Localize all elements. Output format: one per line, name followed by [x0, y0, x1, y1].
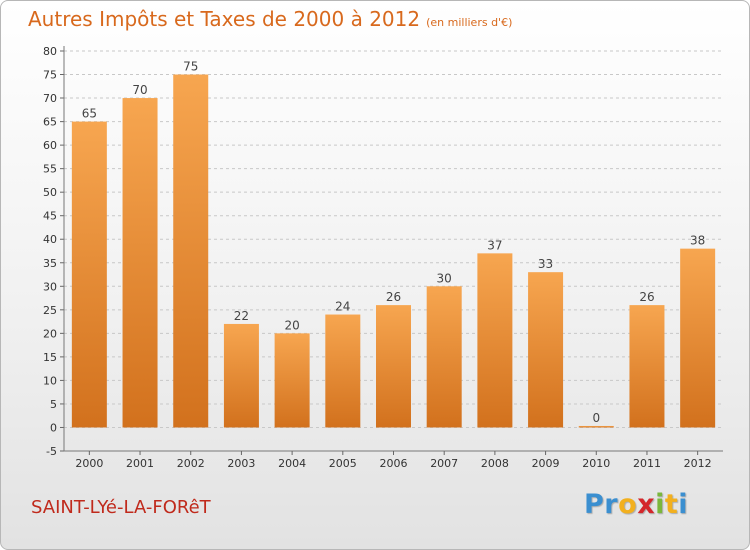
- bar-value-label: 26: [386, 290, 401, 304]
- proxiti-logo: Proxiti: [584, 489, 688, 520]
- bar: [274, 333, 310, 428]
- chart-subtitle: (en milliers d'€): [426, 16, 513, 29]
- x-tick-label: 2010: [582, 457, 610, 470]
- x-tick-label: 2005: [329, 457, 357, 470]
- x-tick-label: 2004: [278, 457, 306, 470]
- bar: [629, 305, 665, 428]
- y-tick-label: 0: [50, 421, 57, 434]
- x-tick-label: 2001: [126, 457, 154, 470]
- y-tick-label: 15: [43, 351, 57, 364]
- logo-letter: P: [584, 489, 605, 520]
- bar: [376, 305, 411, 428]
- y-tick-label: 60: [43, 139, 57, 152]
- bar: [71, 121, 107, 428]
- y-tick-label: 50: [43, 186, 57, 199]
- x-tick-label: 2009: [532, 457, 560, 470]
- y-tick-label: 55: [43, 163, 57, 176]
- logo-letter: t: [664, 489, 679, 520]
- bar-value-label: 30: [437, 271, 452, 285]
- bar: [477, 253, 513, 428]
- bar-value-label: 24: [335, 300, 350, 314]
- bar: [325, 314, 361, 428]
- commune-name: SAINT-LYé-LA-FORêT: [31, 497, 211, 518]
- bar-value-label: 75: [183, 60, 198, 74]
- x-tick-label: 2011: [633, 457, 661, 470]
- logo-letter: i: [678, 489, 689, 520]
- bar-value-label: 37: [487, 238, 502, 252]
- y-tick-label: 20: [43, 327, 57, 340]
- bar: [426, 286, 462, 428]
- x-tick-label: 2000: [75, 457, 103, 470]
- bar: [122, 98, 158, 428]
- logo-letter: i: [655, 489, 665, 520]
- bar: [223, 323, 259, 428]
- x-tick-label: 2003: [227, 457, 255, 470]
- y-tick-label: 35: [43, 257, 57, 270]
- x-tick-label: 2008: [481, 457, 509, 470]
- bar-value-label: 38: [690, 234, 705, 248]
- y-tick-label: 10: [43, 374, 57, 387]
- bar: [528, 272, 564, 428]
- y-tick-label: 25: [43, 304, 57, 317]
- y-tick-label: 70: [43, 92, 57, 105]
- x-tick-label: 2006: [380, 457, 408, 470]
- logo-letter: o: [618, 489, 638, 520]
- bar-value-label: 65: [82, 107, 97, 121]
- y-tick-label: 5: [50, 398, 57, 411]
- bar-value-label: 0: [592, 411, 600, 425]
- logo-letter: r: [604, 489, 619, 520]
- chart-title-text: Autres Impôts et Taxes de 2000 à 2012: [28, 7, 421, 31]
- bar: [680, 248, 716, 428]
- x-tick-label: 2002: [177, 457, 205, 470]
- y-tick-label: -5: [46, 445, 57, 458]
- y-tick-label: 45: [43, 210, 57, 223]
- y-tick-label: 30: [43, 280, 57, 293]
- bar: [173, 74, 209, 428]
- x-tick-label: 2007: [430, 457, 458, 470]
- bar: [578, 425, 614, 428]
- y-tick-label: 75: [43, 69, 57, 82]
- bar-value-label: 33: [538, 257, 553, 271]
- chart-title: Autres Impôts et Taxes de 2000 à 2012 (en…: [28, 7, 512, 31]
- y-tick-label: 80: [43, 45, 57, 58]
- y-tick-label: 40: [43, 233, 57, 246]
- bar-value-label: 20: [284, 318, 299, 332]
- y-tick-label: 65: [43, 116, 57, 129]
- bar-value-label: 26: [639, 290, 654, 304]
- bar-value-label: 22: [234, 309, 249, 323]
- x-tick-label: 2012: [684, 457, 712, 470]
- logo-letter: x: [637, 489, 656, 520]
- bar-value-label: 70: [132, 83, 147, 97]
